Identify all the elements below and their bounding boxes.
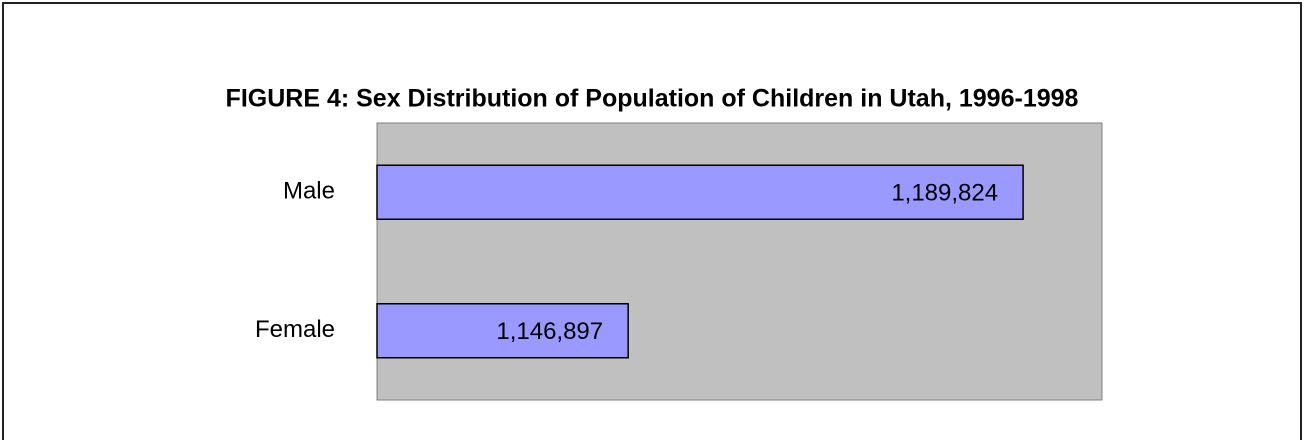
category-label: Male	[283, 178, 335, 205]
bar	[376, 303, 629, 359]
value-label: 1,189,824	[891, 180, 998, 207]
bar	[376, 164, 1024, 220]
category-label: Female	[255, 316, 335, 343]
chart-title: FIGURE 4: Sex Distribution of Population…	[226, 85, 1079, 113]
value-label: 1,146,897	[496, 318, 603, 345]
